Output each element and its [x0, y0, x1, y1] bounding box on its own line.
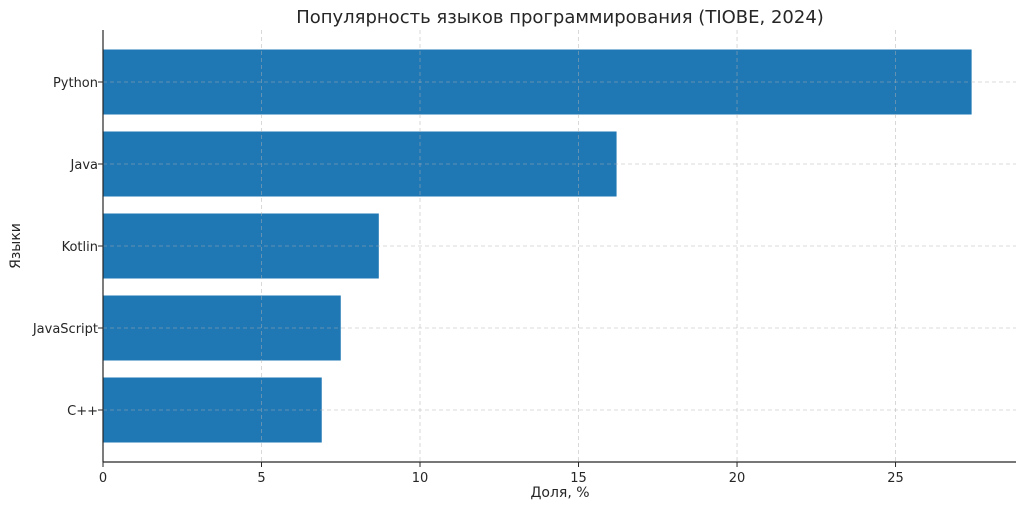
x-tick-label: 5 — [257, 471, 265, 486]
x-tick-label: 15 — [570, 471, 587, 486]
y-tick-label: Java — [70, 158, 98, 173]
y-tick-label: Kotlin — [62, 240, 98, 255]
y-tick-label: C++ — [67, 404, 98, 419]
chart-title: Популярность языков программирования (TI… — [296, 7, 824, 28]
y-axis-label: Языки — [8, 223, 24, 269]
x-tick-label: 25 — [887, 471, 904, 486]
x-tick-label: 0 — [99, 471, 107, 486]
y-tick-label: Python — [53, 76, 98, 91]
x-axis-label: Доля, % — [530, 485, 589, 501]
x-tick-label: 10 — [412, 471, 429, 486]
x-tick-label: 20 — [729, 471, 746, 486]
x-ticks: 0 5 10 15 20 25 — [99, 462, 904, 486]
y-tick-label: JavaScript — [32, 322, 98, 337]
y-ticks: Python Java Kotlin JavaScript C++ — [32, 76, 103, 419]
